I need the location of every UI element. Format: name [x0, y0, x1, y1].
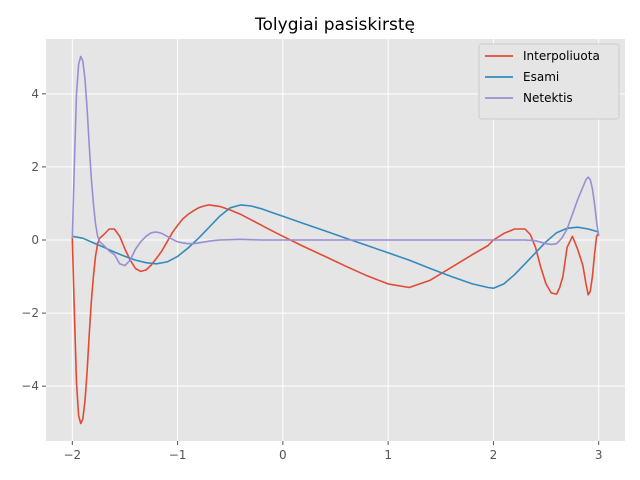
ticks: −2 −1 0 1 2 3 −4 −2 0 2 4: [21, 87, 602, 462]
x-tick-label: 3: [595, 448, 603, 462]
series-group: [71, 55, 600, 425]
legend-label: Interpoliuota: [523, 49, 600, 63]
series-line-2: [72, 204, 599, 289]
legend: Interpoliuota Esami Netektis: [478, 43, 620, 120]
legend-label: Esami: [523, 70, 559, 84]
x-tick-label: 2: [490, 448, 498, 462]
x-tick-label: 1: [384, 448, 392, 462]
legend-label: Netektis: [523, 91, 573, 105]
x-tick-label: −2: [63, 448, 81, 462]
y-tick-label: 4: [31, 87, 39, 101]
x-tick-label: 0: [279, 448, 287, 462]
series-line-1: [71, 204, 600, 425]
y-tick-label: 2: [31, 160, 39, 174]
y-tick-label: −4: [21, 379, 39, 393]
chart-title: Tolygiai pasiskirstę: [254, 15, 415, 35]
series-line-3: [71, 55, 600, 267]
y-tick-label: 0: [31, 233, 39, 247]
y-tick-label: −2: [21, 306, 39, 320]
legend-box: [478, 43, 620, 120]
x-tick-label: −1: [169, 448, 187, 462]
